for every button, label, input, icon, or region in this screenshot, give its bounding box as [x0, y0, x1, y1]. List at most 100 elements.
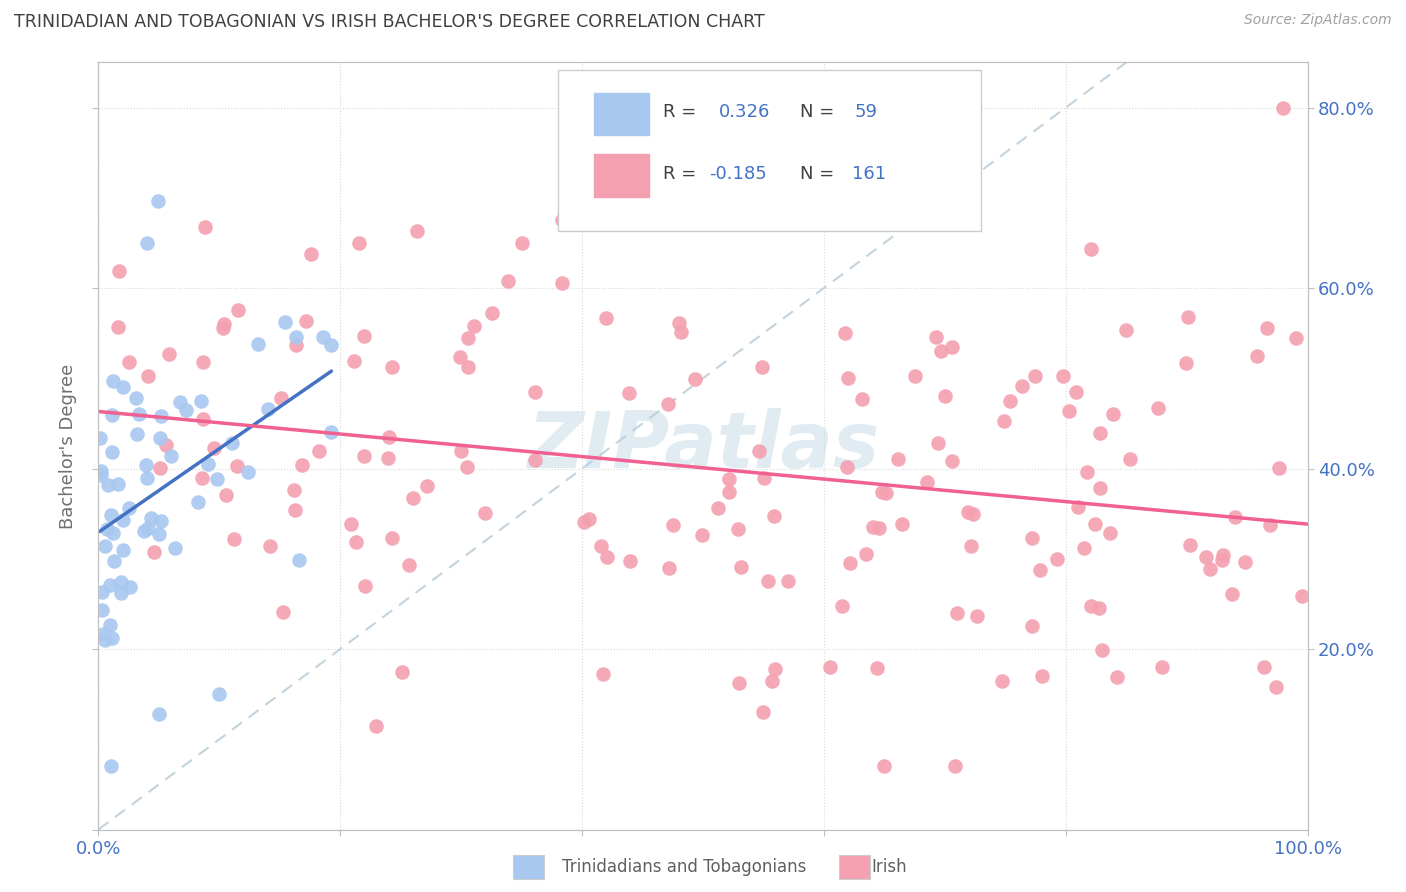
Point: [669, 325, 692, 339]
Point: [730, 560, 752, 574]
Point: [259, 539, 281, 553]
Point: [524, 453, 547, 467]
Point: [596, 550, 619, 565]
Point: [238, 466, 260, 480]
Point: [474, 506, 496, 520]
Point: [1052, 368, 1074, 383]
Point: [90, 465, 112, 479]
Point: [146, 194, 169, 208]
Point: [339, 516, 361, 531]
Point: [391, 665, 413, 679]
Point: [111, 543, 134, 558]
Point: [873, 759, 896, 773]
Point: [319, 425, 342, 439]
Point: [1253, 659, 1275, 673]
Point: [457, 359, 479, 374]
Point: [886, 451, 908, 466]
Point: [578, 512, 600, 526]
Text: Trinidadians and Tobagonians: Trinidadians and Tobagonians: [562, 858, 807, 876]
Point: [291, 458, 314, 473]
Point: [619, 554, 641, 568]
Point: [118, 580, 141, 594]
Point: [463, 319, 485, 334]
Point: [143, 545, 166, 559]
Point: [1223, 510, 1246, 524]
Point: [125, 391, 148, 405]
Point: [1175, 356, 1198, 370]
Point: [103, 374, 125, 388]
Point: [1098, 525, 1121, 540]
Point: [1021, 531, 1043, 545]
Point: [225, 458, 247, 473]
Point: [202, 442, 225, 456]
Point: [283, 483, 305, 498]
Point: [1045, 552, 1067, 566]
Point: [270, 391, 292, 405]
Point: [941, 454, 963, 468]
Point: [221, 436, 243, 450]
Point: [98, 578, 121, 592]
Point: [875, 486, 897, 500]
Point: [690, 528, 713, 542]
Point: [135, 235, 157, 250]
Point: [285, 330, 308, 344]
Point: [100, 508, 122, 522]
Point: [208, 687, 231, 701]
Point: [148, 431, 170, 445]
Point: [1021, 619, 1043, 633]
Text: 0.326: 0.326: [718, 103, 770, 121]
Point: [706, 501, 728, 516]
FancyBboxPatch shape: [558, 70, 981, 231]
Point: [837, 371, 859, 385]
Point: [197, 457, 219, 471]
Point: [308, 443, 330, 458]
Point: [1212, 548, 1234, 562]
Point: [866, 661, 889, 675]
Point: [1146, 401, 1168, 416]
Point: [1115, 323, 1137, 337]
Point: [103, 554, 125, 568]
Point: [595, 310, 617, 325]
Point: [110, 586, 132, 600]
Point: [100, 759, 122, 773]
Point: [398, 558, 420, 573]
Point: [662, 517, 685, 532]
Point: [311, 329, 333, 343]
Point: [128, 407, 150, 421]
Point: [150, 409, 173, 423]
Point: [617, 386, 640, 401]
Y-axis label: Bachelor's Degree: Bachelor's Degree: [59, 363, 77, 529]
Point: [658, 561, 681, 575]
Point: [1102, 408, 1125, 422]
Point: [450, 444, 472, 458]
Text: -0.185: -0.185: [709, 165, 766, 183]
Text: N =: N =: [800, 103, 834, 121]
Point: [776, 574, 799, 588]
Text: 161: 161: [852, 165, 886, 183]
Point: [149, 460, 172, 475]
Point: [1118, 452, 1140, 467]
Point: [139, 511, 162, 525]
Point: [353, 329, 375, 343]
Point: [98, 618, 121, 632]
Point: [855, 547, 877, 561]
Point: [904, 369, 927, 384]
Point: [377, 451, 399, 466]
Point: [993, 413, 1015, 427]
Point: [1258, 518, 1281, 533]
Point: [1211, 552, 1233, 566]
Point: [101, 526, 124, 541]
Point: [956, 505, 979, 519]
Point: [962, 507, 984, 521]
Point: [1152, 660, 1174, 674]
Point: [449, 350, 471, 364]
Point: [224, 532, 246, 546]
Point: [214, 317, 236, 331]
Point: [107, 477, 129, 491]
Point: [193, 412, 215, 426]
Point: [572, 515, 595, 529]
Point: [187, 494, 209, 508]
Point: [925, 330, 948, 344]
Point: [835, 459, 858, 474]
Point: [132, 524, 155, 538]
